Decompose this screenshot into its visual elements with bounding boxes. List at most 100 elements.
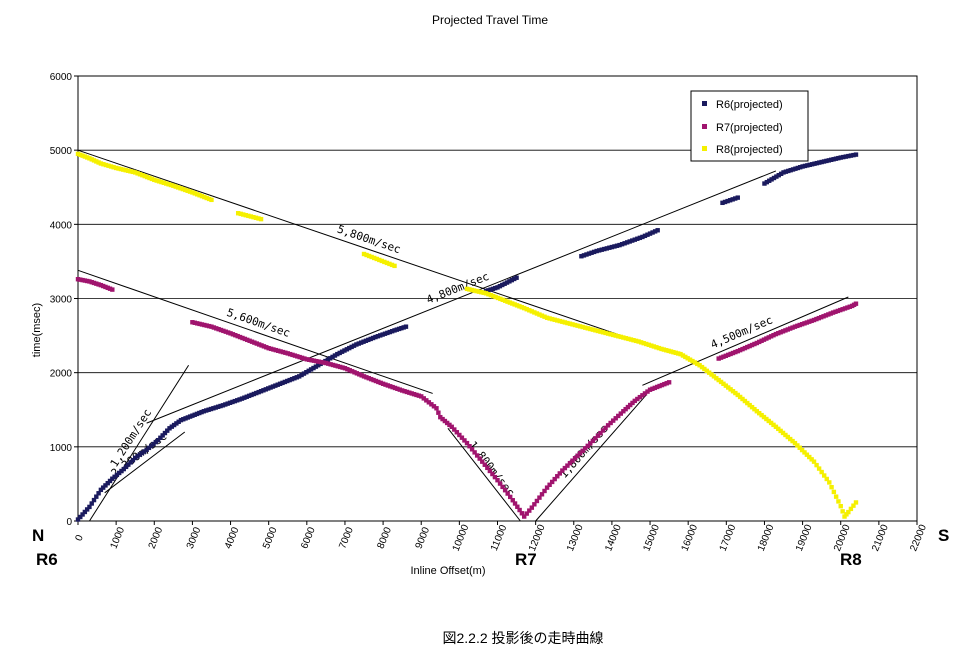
data-point <box>297 354 302 360</box>
data-point <box>237 334 243 340</box>
data-point <box>328 362 333 367</box>
data-point <box>521 514 527 519</box>
data-point <box>368 376 374 382</box>
data-point <box>783 169 789 174</box>
data-point <box>169 424 175 429</box>
data-point <box>685 356 690 361</box>
data-point <box>502 488 508 493</box>
data-point <box>774 174 779 179</box>
series-3 <box>75 151 859 519</box>
data-point <box>123 167 128 173</box>
data-point <box>356 341 361 346</box>
data-point <box>853 152 859 157</box>
data-point <box>101 162 106 167</box>
data-point <box>142 173 147 179</box>
data-point <box>544 315 550 320</box>
data-point <box>128 169 133 174</box>
data-point <box>687 357 693 362</box>
data-point <box>218 327 224 333</box>
data-point <box>371 255 377 261</box>
data-point <box>223 402 228 407</box>
data-point <box>395 386 400 391</box>
data-point <box>304 370 309 375</box>
data-point <box>187 414 193 419</box>
data-point <box>357 372 362 377</box>
data-point <box>493 285 498 291</box>
data-point <box>802 163 808 169</box>
data-point <box>364 252 369 258</box>
data-point <box>306 368 311 374</box>
data-point <box>237 397 242 402</box>
data-point <box>358 340 364 345</box>
data-point <box>377 257 382 263</box>
y-tick-label: 0 <box>66 517 72 528</box>
data-point <box>399 388 405 393</box>
data-point <box>783 328 788 333</box>
data-point <box>84 155 90 160</box>
data-point <box>342 348 347 353</box>
data-point <box>243 212 248 218</box>
data-point <box>130 169 136 175</box>
data-point <box>575 323 580 328</box>
data-point <box>537 312 542 317</box>
data-point <box>264 345 269 350</box>
data-point <box>497 481 503 486</box>
x-tick-label: 2000 <box>147 525 166 550</box>
data-point <box>747 402 752 408</box>
data-point <box>599 247 604 252</box>
data-point <box>214 326 219 331</box>
data-point <box>702 366 707 372</box>
data-point <box>133 455 138 461</box>
data-point <box>600 330 606 335</box>
data-point <box>492 474 498 480</box>
data-point <box>103 483 108 488</box>
data-point <box>87 279 92 284</box>
data-point <box>500 484 505 490</box>
data-point <box>426 400 432 405</box>
data-point <box>199 409 204 415</box>
data-point <box>84 507 90 512</box>
data-point <box>94 494 99 499</box>
data-point <box>826 158 832 163</box>
data-point <box>544 485 550 490</box>
chart-title: Projected Travel Time <box>432 13 548 27</box>
data-point <box>228 331 233 336</box>
data-point <box>678 351 683 357</box>
data-point <box>769 177 774 182</box>
data-point <box>517 507 522 513</box>
data-point <box>560 319 565 324</box>
data-point <box>192 412 197 417</box>
data-point <box>239 396 245 401</box>
data-point <box>627 239 632 244</box>
series-1 <box>75 152 859 522</box>
data-point <box>302 356 307 361</box>
data-point <box>819 159 824 165</box>
data-point <box>139 450 145 456</box>
data-point <box>153 439 158 445</box>
data-point <box>829 484 834 490</box>
data-point <box>534 311 540 316</box>
data-point <box>781 170 786 175</box>
data-point <box>223 329 228 334</box>
data-point <box>776 172 781 178</box>
y-tick-label: 2000 <box>50 369 73 380</box>
data-point <box>363 338 369 343</box>
data-point <box>552 476 557 482</box>
data-point <box>699 364 705 370</box>
data-point <box>98 161 104 166</box>
data-point <box>349 369 355 374</box>
data-point <box>345 367 350 372</box>
data-point <box>248 214 254 219</box>
data-point <box>695 361 700 367</box>
data-point <box>116 470 122 476</box>
data-point <box>390 384 395 390</box>
data-point <box>659 346 664 352</box>
data-point <box>382 259 387 265</box>
data-point <box>799 321 805 327</box>
data-point <box>799 447 805 453</box>
data-point <box>493 294 498 300</box>
data-point <box>254 341 259 346</box>
data-point <box>745 400 750 406</box>
data-point <box>389 262 395 268</box>
data-point <box>111 165 116 170</box>
